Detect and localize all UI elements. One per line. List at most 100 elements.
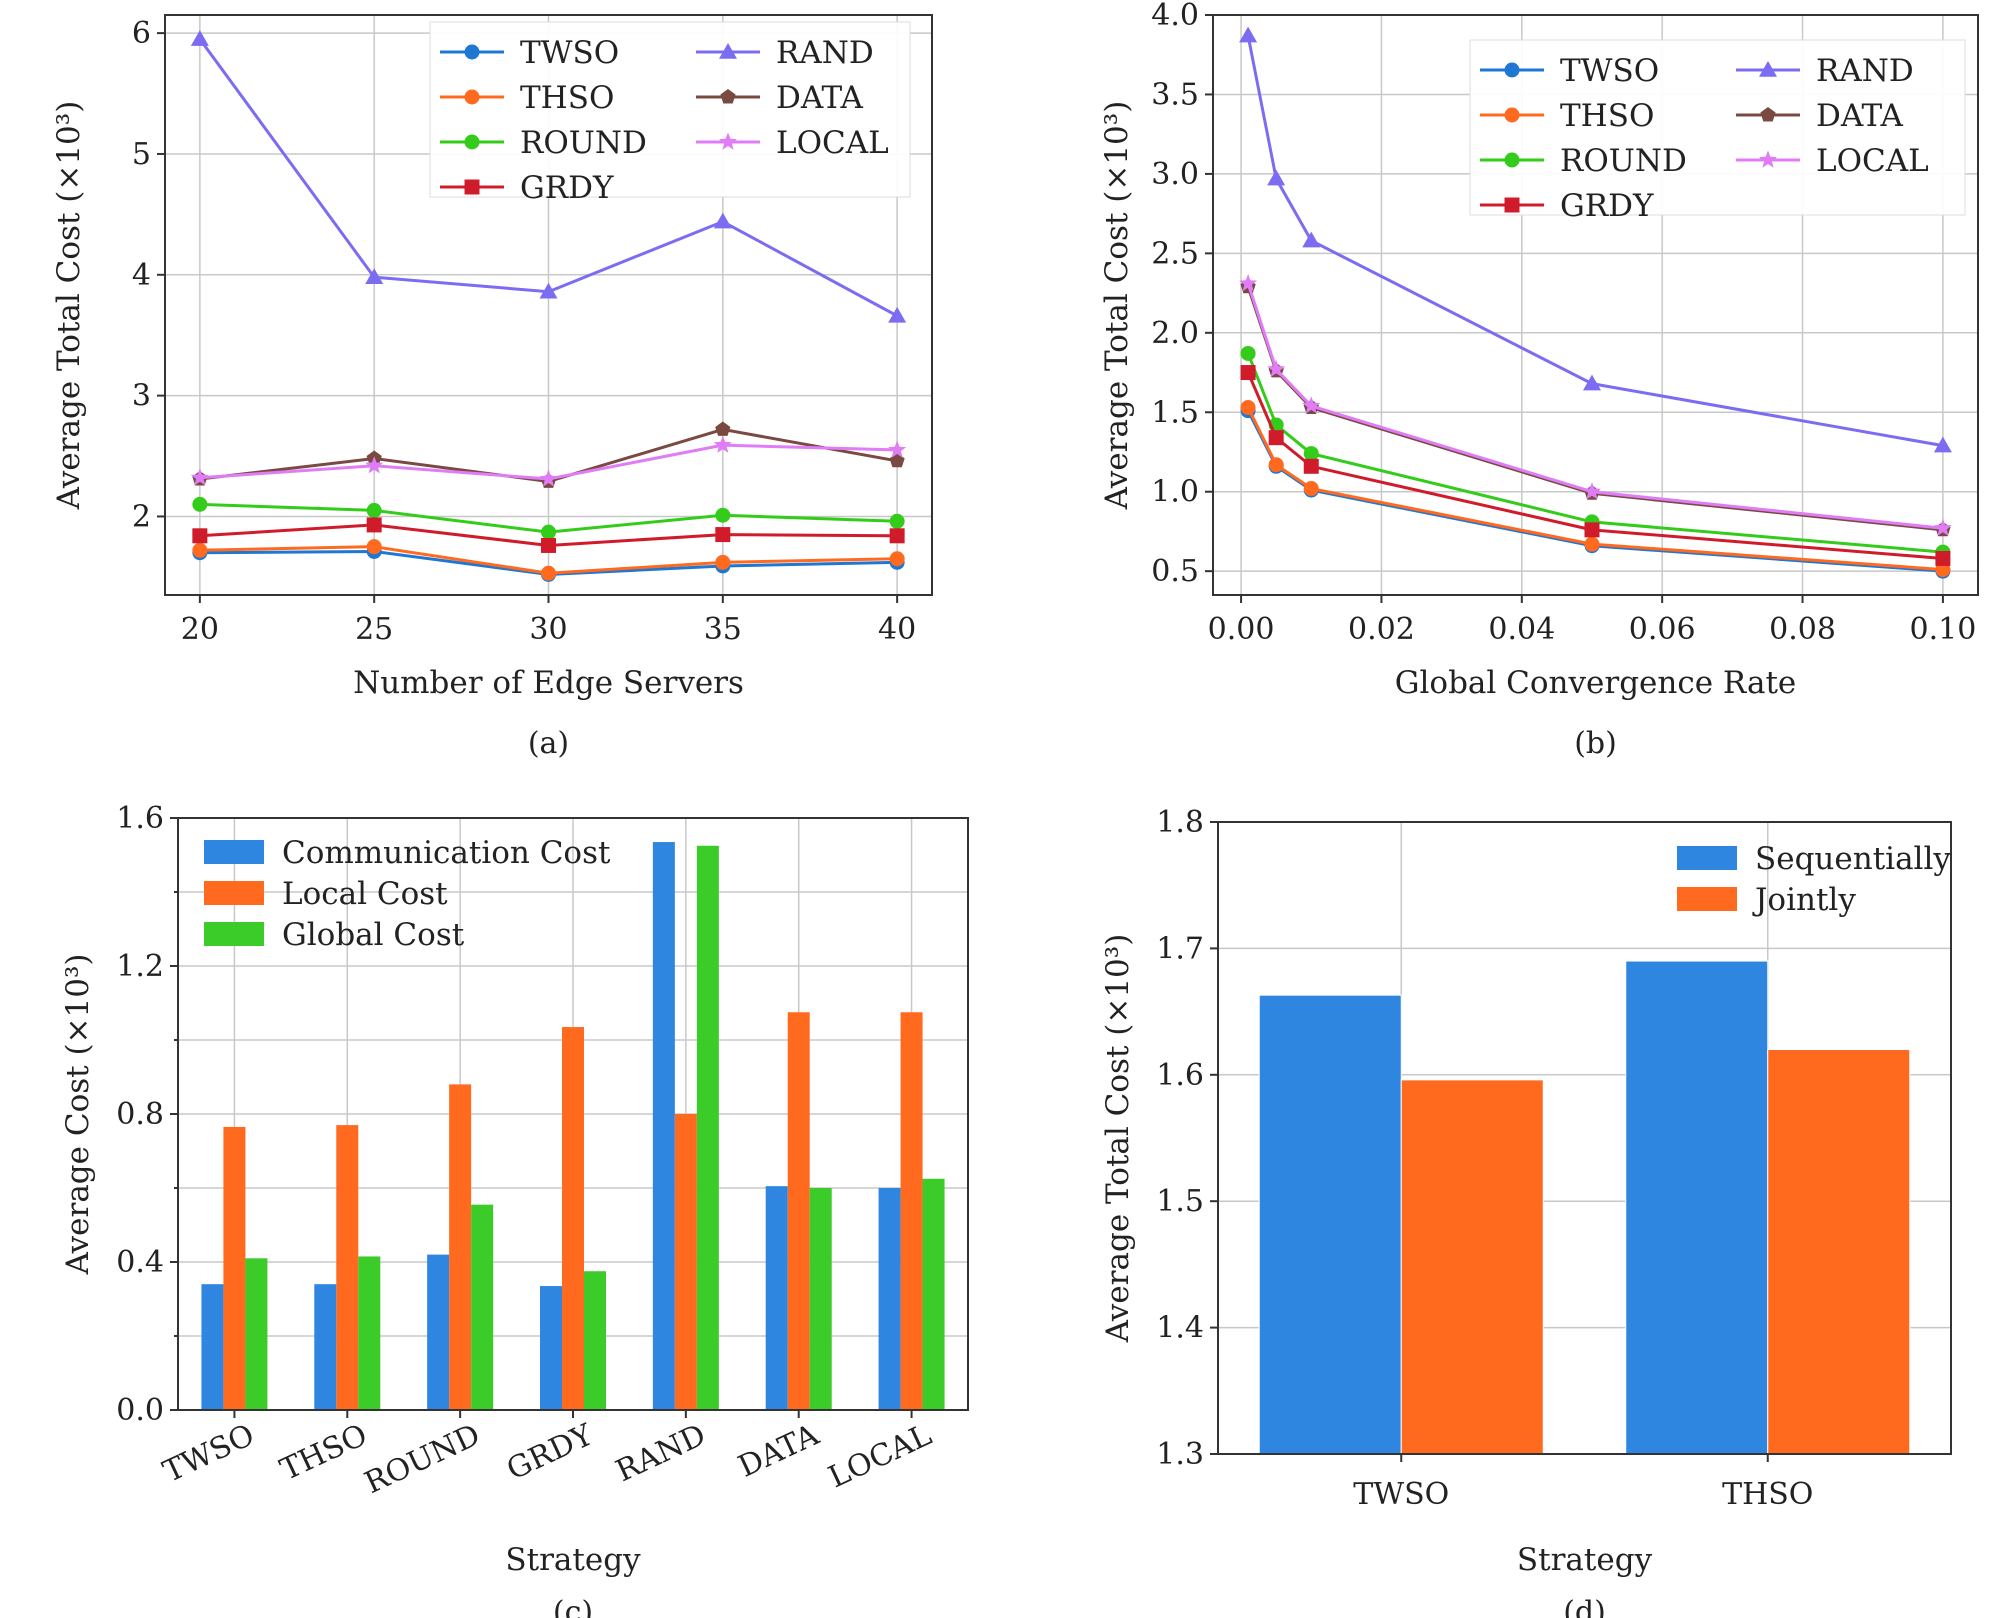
series-grdy	[1240, 365, 1951, 566]
data-point-round	[366, 502, 382, 518]
y-tick-label: 0.0	[116, 1393, 164, 1428]
x-tick-label: THSO	[1722, 1477, 1813, 1512]
legend-marker-round	[464, 134, 480, 150]
x-tick-label: 30	[529, 612, 567, 647]
data-point-thso	[192, 542, 208, 558]
x-tick-label: 40	[878, 612, 916, 647]
bar-communication-cost-grdy	[540, 1286, 562, 1410]
y-tick-label: 1.6	[116, 801, 164, 836]
data-point-rand	[190, 30, 209, 46]
legend-label: RAND	[1816, 53, 1914, 89]
legend-marker-thso	[464, 89, 480, 105]
y-tick-label: 0.4	[116, 1245, 164, 1280]
legend-label: Local Cost	[282, 876, 448, 912]
y-tick-label: 2.0	[1151, 316, 1199, 351]
bar-global-cost-round	[471, 1204, 494, 1410]
y-tick-label: 1.6	[1156, 1058, 1204, 1093]
data-point-local	[1239, 274, 1258, 292]
x-tick-label: TWSO	[1353, 1477, 1449, 1512]
series-thso	[1240, 399, 1951, 578]
bar-global-cost-thso	[358, 1256, 381, 1410]
series-grdy	[192, 517, 905, 553]
data-point-thso	[889, 551, 905, 567]
data-point-local	[888, 440, 907, 458]
bar-communication-cost-rand	[652, 842, 675, 1410]
legend-marker-round	[1504, 152, 1520, 168]
x-tick-label: LOCAL	[823, 1417, 937, 1495]
legend-swatch-jointly	[1677, 887, 1737, 911]
data-point-rand	[1302, 231, 1321, 248]
legend-swatch-local-cost	[204, 881, 264, 905]
y-tick-label: 1.0	[1151, 475, 1199, 510]
data-point-rand	[539, 282, 558, 299]
series-jointly	[1400, 1049, 1911, 1455]
data-point-grdy	[1935, 550, 1951, 566]
x-tick-label: DATA	[733, 1417, 824, 1484]
plot-frame	[1212, 14, 1979, 596]
x-tick-label: TWSO	[158, 1418, 260, 1490]
series-local	[190, 435, 907, 487]
y-tick-label: 1.5	[1156, 1184, 1204, 1219]
legend-label: TWSO	[520, 35, 619, 71]
legend-marker-rand	[719, 43, 737, 59]
bar-global-cost-twso	[245, 1258, 268, 1410]
x-tick-label: THSO	[275, 1418, 373, 1488]
y-tick-label: 3.0	[1151, 157, 1199, 192]
legend-marker-grdy	[1504, 197, 1520, 213]
series-round	[192, 496, 905, 540]
legend: Communication Cost Local Cost Global Cost	[204, 835, 611, 953]
plot-frame	[177, 817, 969, 1411]
legend-frame	[429, 21, 911, 198]
bar-communication-cost-local	[878, 1188, 901, 1410]
bar-local-cost-round	[449, 1084, 472, 1410]
x-tick-label: 0.00	[1208, 612, 1275, 647]
y-tick-label: 1.3	[1156, 1437, 1204, 1472]
x-tick-label: 0.08	[1769, 612, 1836, 647]
data-point-thso	[1584, 536, 1600, 552]
series-local	[1239, 274, 1952, 536]
legend: TWSO THSO ROUND GRDY RAND DATA LOCAL	[429, 21, 911, 206]
data-point-grdy	[889, 528, 905, 544]
data-point-data	[889, 452, 905, 468]
data-point-round	[541, 524, 556, 540]
bar-jointly-twso	[1400, 1079, 1544, 1455]
legend-label: RAND	[776, 35, 874, 71]
data-point-thso	[715, 554, 731, 570]
x-tick-label: 0.04	[1488, 612, 1555, 647]
legend: Sequentially Jointly	[1677, 841, 1951, 918]
legend-marker-twso	[1504, 62, 1520, 78]
legend-marker-data	[720, 89, 736, 104]
series-rand	[190, 30, 907, 323]
bar-local-cost-local	[900, 1012, 923, 1410]
legend-label: LOCAL	[1816, 143, 1929, 179]
series-local-cost	[223, 1012, 923, 1410]
legend-label: Global Cost	[282, 917, 465, 953]
legend-label: Sequentially	[1755, 841, 1951, 877]
y-tick-label: 3.5	[1151, 77, 1199, 112]
legend-swatch-global-cost	[204, 922, 264, 946]
y-tick-label: 2	[132, 499, 151, 534]
panel-caption: (b)	[1574, 726, 1617, 761]
y-tick-label: 5	[132, 137, 151, 172]
x-axis-label: Number of Edge Servers	[353, 665, 744, 701]
legend-label: ROUND	[520, 125, 647, 161]
bar-jointly-thso	[1767, 1049, 1911, 1455]
x-tick-label: 0.06	[1629, 612, 1696, 647]
x-axis-label: Global Convergence Rate	[1395, 665, 1797, 701]
data-point-grdy	[192, 528, 208, 544]
y-tick-label: 0.5	[1151, 554, 1199, 589]
data-point-rand	[1239, 26, 1258, 43]
series-round	[1240, 345, 1951, 560]
legend-label: DATA	[776, 80, 864, 116]
legend-marker-rand	[1759, 61, 1777, 77]
series-communication-cost	[201, 842, 901, 1410]
data-point-local	[539, 469, 558, 487]
y-tick-label: 1.4	[1156, 1311, 1204, 1346]
legend-label: DATA	[1816, 98, 1904, 134]
data-point-grdy	[1584, 522, 1600, 538]
data-point-grdy	[715, 527, 731, 543]
data-point-round	[889, 513, 905, 529]
x-tick-label: 25	[355, 612, 393, 647]
bar-local-cost-twso	[223, 1126, 246, 1410]
